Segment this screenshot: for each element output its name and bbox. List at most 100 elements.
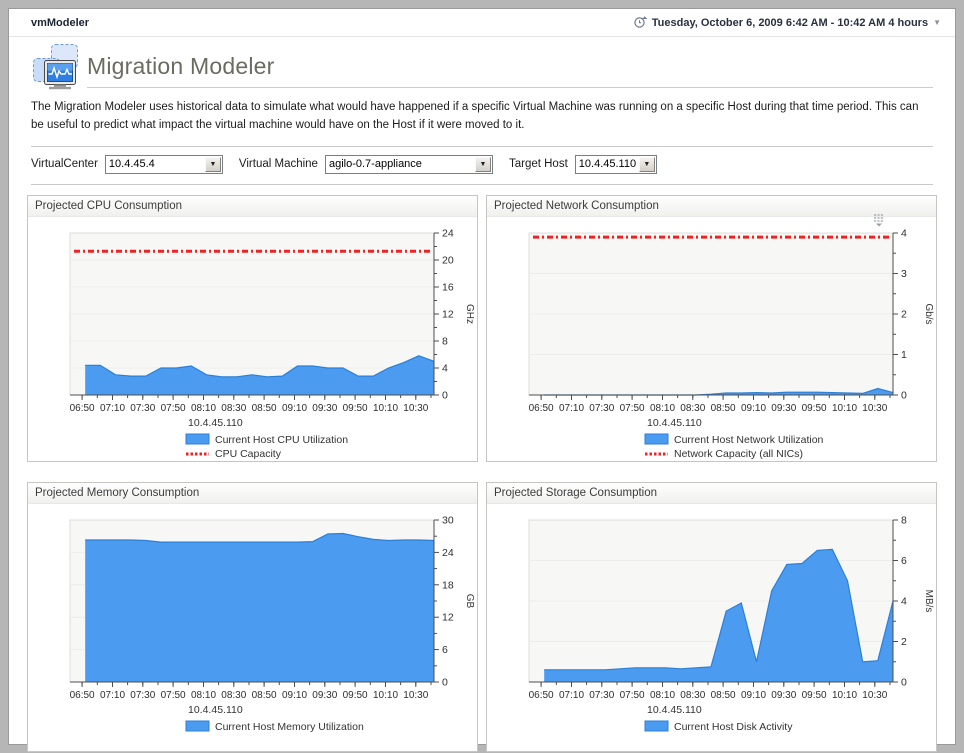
svg-text:MB/s: MB/s <box>923 589 934 612</box>
svg-text:08:50: 08:50 <box>252 403 277 414</box>
svg-text:09:50: 09:50 <box>343 403 368 414</box>
svg-text:0: 0 <box>901 389 907 401</box>
svg-text:07:10: 07:10 <box>559 690 584 701</box>
svg-text:10:10: 10:10 <box>373 690 398 701</box>
svg-text:10:30: 10:30 <box>403 690 428 701</box>
time-range-selector[interactable]: Tuesday, October 6, 2009 6:42 AM - 10:42… <box>634 16 941 29</box>
virtual-machine-label: Virtual Machine <box>238 158 318 171</box>
svg-text:09:30: 09:30 <box>771 690 796 701</box>
svg-text:08:10: 08:10 <box>191 403 216 414</box>
svg-text:8: 8 <box>442 335 448 347</box>
target-host-label: Target Host <box>508 158 568 171</box>
svg-text:08:10: 08:10 <box>650 403 675 414</box>
svg-text:0: 0 <box>901 676 907 688</box>
svg-text:10.4.45.110: 10.4.45.110 <box>188 704 243 716</box>
svg-text:Current Host Network Utilizati: Current Host Network Utilization <box>674 434 824 446</box>
svg-text:6: 6 <box>442 644 448 656</box>
svg-text:07:30: 07:30 <box>589 403 614 414</box>
svg-text:16: 16 <box>442 281 454 293</box>
svg-text:Current Host CPU Utilization: Current Host CPU Utilization <box>215 434 348 446</box>
svg-text:07:30: 07:30 <box>130 690 155 701</box>
svg-text:07:30: 07:30 <box>130 403 155 414</box>
chevron-down-icon: ▼ <box>474 156 491 172</box>
network-panel-title: Projected Network Consumption <box>487 195 936 217</box>
svg-text:0: 0 <box>442 389 448 401</box>
svg-text:08:50: 08:50 <box>711 690 736 701</box>
filter-bar: VirtualCenter 10.4.45.4 ▼ Virtual Machin… <box>31 147 933 185</box>
virtual-machine-select[interactable]: agilo-0.7-appliance ▼ <box>324 154 493 174</box>
virtualcenter-value: 10.4.45.4 <box>108 158 155 171</box>
chevron-down-icon: ▼ <box>204 156 221 172</box>
chevron-down-icon: ▼ <box>638 156 655 172</box>
target-host-value: 10.4.45.110 <box>578 158 637 171</box>
svg-text:Network Capacity (all NICs): Network Capacity (all NICs) <box>674 448 803 460</box>
svg-text:1: 1 <box>901 349 907 361</box>
virtualcenter-select[interactable]: 10.4.45.4 ▼ <box>104 154 223 174</box>
svg-text:4: 4 <box>901 227 907 239</box>
migration-modeler-icon <box>31 43 81 96</box>
svg-text:09:50: 09:50 <box>802 690 827 701</box>
svg-text:08:30: 08:30 <box>680 403 705 414</box>
memory-chart: 0 6 12 18 24 30 GB 06:50 07:10 07:30 07:50 08:10 08:… <box>28 506 477 751</box>
svg-text:10:10: 10:10 <box>373 403 398 414</box>
network-chart: 0 1 2 3 4 Gb/s 06:50 07:10 07:30 07:50 08:10 08:30 0… <box>487 219 936 461</box>
target-host-select[interactable]: 10.4.45.110 ▼ <box>574 154 657 174</box>
svg-text:8: 8 <box>901 514 907 526</box>
page-title: Migration Modeler <box>87 53 275 79</box>
svg-text:08:10: 08:10 <box>191 690 216 701</box>
svg-text:20: 20 <box>442 254 454 266</box>
cpu-chart: 0 4 8 12 16 20 24 GHz 06:50 07:10 07:30 07:50 08:10 0… <box>28 219 477 461</box>
svg-text:10:30: 10:30 <box>403 403 428 414</box>
time-range-icon <box>634 16 647 29</box>
svg-text:09:30: 09:30 <box>312 690 337 701</box>
svg-text:08:30: 08:30 <box>680 690 705 701</box>
svg-text:24: 24 <box>442 547 454 559</box>
svg-text:10:30: 10:30 <box>862 690 887 701</box>
virtual-machine-value: agilo-0.7-appliance <box>328 158 422 171</box>
app-title: vmModeler <box>31 16 90 29</box>
svg-text:12: 12 <box>442 308 454 320</box>
svg-text:GHz: GHz <box>464 304 475 324</box>
top-bar: vmModeler Tuesday, October 6, 2009 6:42 … <box>9 9 955 37</box>
cpu-panel: Projected CPU Consumption 0 4 8 12 16 20 24 GHz… <box>27 194 478 462</box>
svg-text:09:30: 09:30 <box>312 403 337 414</box>
svg-text:10:30: 10:30 <box>862 403 887 414</box>
svg-text:09:50: 09:50 <box>343 690 368 701</box>
svg-text:18: 18 <box>442 579 454 591</box>
virtualcenter-label: VirtualCenter <box>31 158 98 171</box>
svg-text:09:10: 09:10 <box>282 690 307 701</box>
svg-text:09:10: 09:10 <box>741 690 766 701</box>
svg-text:07:10: 07:10 <box>100 690 125 701</box>
storage-panel-title: Projected Storage Consumption <box>487 482 936 504</box>
storage-chart: 0 2 4 6 8 MB/s 06:50 07:10 07:30 07:50 08:10 08:30 0… <box>487 506 936 751</box>
svg-text:10:10: 10:10 <box>832 690 857 701</box>
network-panel: Projected Network Consumption 0 1 2 3 4 Gb/s 0… <box>486 194 937 462</box>
page-title-underline: Migration Modeler <box>87 53 933 88</box>
svg-text:GB: GB <box>464 593 475 608</box>
svg-text:10.4.45.110: 10.4.45.110 <box>647 417 702 429</box>
chevron-down-icon[interactable]: ▼ <box>933 17 941 27</box>
svg-text:08:50: 08:50 <box>711 403 736 414</box>
svg-text:Current Host Disk Activity: Current Host Disk Activity <box>674 721 793 733</box>
svg-text:07:50: 07:50 <box>620 690 645 701</box>
svg-text:24: 24 <box>442 227 454 239</box>
svg-text:12: 12 <box>442 611 454 623</box>
svg-text:0: 0 <box>442 676 448 688</box>
svg-text:07:50: 07:50 <box>161 403 186 414</box>
svg-text:CPU Capacity: CPU Capacity <box>215 448 282 460</box>
page-header: Migration Modeler <box>31 43 933 90</box>
memory-panel: Projected Memory Consumption 0 6 12 18 24 30 G… <box>27 481 478 752</box>
svg-text:4: 4 <box>901 595 907 607</box>
storage-panel: Projected Storage Consumption 0 2 4 6 8 MB/s 0… <box>486 481 937 752</box>
svg-text:06:50: 06:50 <box>70 690 95 701</box>
time-range-text: Tuesday, October 6, 2009 6:42 AM - 10:42… <box>651 16 929 29</box>
svg-text:07:10: 07:10 <box>559 403 584 414</box>
svg-text:07:30: 07:30 <box>589 690 614 701</box>
svg-text:2: 2 <box>901 636 907 648</box>
svg-text:09:10: 09:10 <box>741 403 766 414</box>
svg-text:30: 30 <box>442 514 454 526</box>
svg-text:10.4.45.110: 10.4.45.110 <box>647 704 702 716</box>
cpu-panel-title: Projected CPU Consumption <box>28 195 477 217</box>
svg-text:6: 6 <box>901 555 907 567</box>
chart-menu-icon[interactable] <box>872 213 886 227</box>
